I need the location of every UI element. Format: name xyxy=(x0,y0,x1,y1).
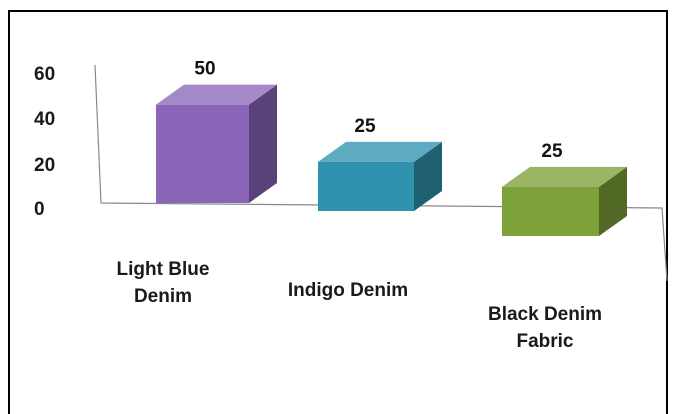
category-label: Black Denim Fabric xyxy=(488,304,602,352)
data-label: 25 xyxy=(541,141,563,162)
y-tick-label: 20 xyxy=(34,155,55,176)
y-tick-label: 40 xyxy=(34,109,55,130)
category-label-line: Denim xyxy=(134,286,192,307)
y-axis-ticks: 0 20 40 60 xyxy=(34,64,55,220)
category-label-line: Indigo Denim xyxy=(288,280,408,301)
category-label-line: Fabric xyxy=(516,331,573,352)
data-label: 50 xyxy=(194,59,215,80)
bar xyxy=(318,141,442,211)
bar xyxy=(156,84,277,203)
y-tick-label: 60 xyxy=(34,64,55,85)
chart-frame xyxy=(8,10,668,414)
bar-side-face xyxy=(414,141,442,211)
category-label: Indigo Denim xyxy=(288,280,408,301)
bar-front-face xyxy=(156,104,249,203)
bar-side-face xyxy=(599,166,627,236)
bars xyxy=(156,84,627,236)
bar-top-face xyxy=(156,84,277,105)
data-label: 25 xyxy=(354,116,376,137)
category-label: Light Blue Denim xyxy=(117,259,210,307)
bar-top-face xyxy=(318,141,442,162)
bar-front-face xyxy=(318,161,414,211)
data-labels: 50 25 25 xyxy=(194,59,563,162)
bar-front-face xyxy=(502,186,599,236)
y-tick-label: 0 xyxy=(34,199,45,220)
category-label-line: Light Blue xyxy=(117,259,210,280)
category-label-line: Black Denim xyxy=(488,304,602,325)
category-labels: Light Blue Denim Indigo Denim Black Denim Fa… xyxy=(117,259,602,352)
bar-top-face xyxy=(502,166,627,187)
bar-side-face xyxy=(249,84,277,203)
bar xyxy=(502,166,627,236)
